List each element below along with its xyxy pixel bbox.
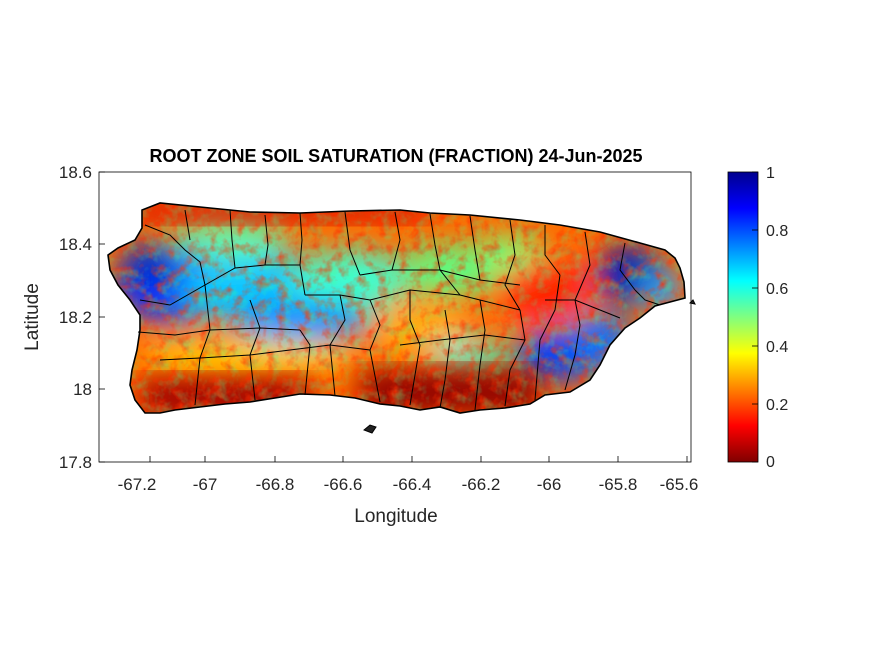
x-tick-label: -66: [537, 475, 562, 494]
x-axis: [149, 456, 688, 462]
colorbar-ticks: [752, 171, 758, 463]
colorbar-tick-label: 0.4: [766, 339, 788, 356]
municipality-borders: [107, 202, 686, 414]
y-tick-label: 18.4: [59, 235, 92, 254]
x-axis-label: Longitude: [354, 506, 437, 527]
x-tick-label: -65.6: [660, 475, 699, 494]
colorbar-tick-label: 1: [766, 165, 775, 182]
y-tick-label: 18.2: [59, 308, 92, 327]
x-tick-label: -66.2: [462, 475, 501, 494]
x-tick-label: -66.6: [324, 475, 363, 494]
y-tick-label: 17.8: [59, 453, 92, 472]
x-tick-label: -66.4: [393, 475, 432, 494]
colorbar-tick-label: 0.8: [766, 223, 788, 240]
x-tick-label: -66.8: [256, 475, 295, 494]
soil-saturation-field: [108, 203, 685, 413]
colorbar: [727, 171, 759, 463]
y-tick-label: 18.6: [59, 163, 92, 182]
colorbar-tick-label: 0.2: [766, 397, 788, 414]
x-tick-label: -67.2: [118, 475, 157, 494]
x-tick-label: -65.8: [599, 475, 638, 494]
colorbar-tick-label: 0: [766, 454, 775, 471]
y-tick-label: 18: [73, 380, 92, 399]
chart-title: ROOT ZONE SOIL SATURATION (FRACTION) 24-…: [149, 146, 642, 166]
x-tick-label: -67: [193, 475, 218, 494]
y-axis: [99, 171, 105, 463]
y-axis-label: Latitude: [22, 283, 43, 351]
colorbar-tick-label: 0.6: [766, 281, 788, 298]
small-islands: [363, 299, 696, 434]
